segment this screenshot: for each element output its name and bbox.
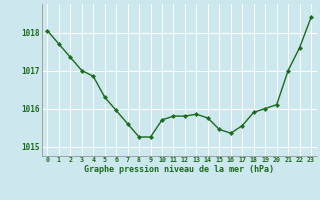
- X-axis label: Graphe pression niveau de la mer (hPa): Graphe pression niveau de la mer (hPa): [84, 165, 274, 174]
